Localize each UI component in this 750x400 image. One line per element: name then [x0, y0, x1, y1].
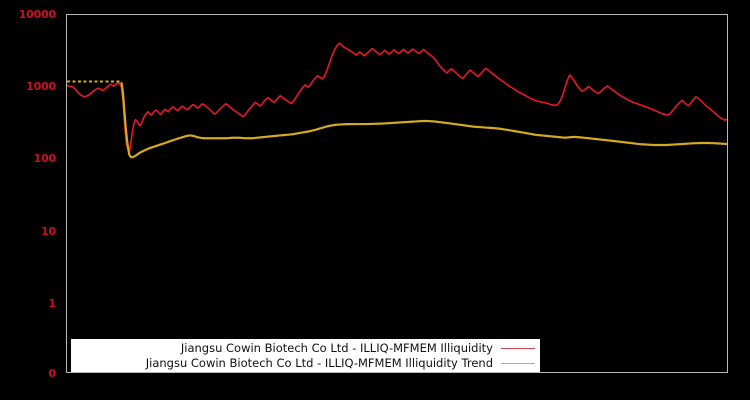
legend-swatch-illiquidity-trend	[501, 358, 535, 369]
y-tick-label-10000: 10000	[18, 8, 56, 21]
chart-canvas	[67, 42, 727, 159]
y-tick-label-10: 10	[41, 225, 56, 238]
y-tick-label-100: 100	[33, 152, 57, 165]
series-line-trend-dotted	[67, 80, 122, 84]
chart-legend: Jiangsu Cowin Biotech Co Ltd - ILLIQ-MFM…	[71, 339, 540, 372]
series-line-illiquidity	[67, 42, 727, 154]
y-tick-label-1: 1	[48, 297, 57, 310]
legend-swatch-illiquidity	[501, 343, 535, 354]
legend-item-illiquidity: Jiangsu Cowin Biotech Co Ltd - ILLIQ-MFM…	[72, 341, 539, 356]
legend-item-illiquidity-trend: Jiangsu Cowin Biotech Co Ltd - ILLIQ-MFM…	[72, 356, 539, 371]
y-tick-label-0: 0	[48, 367, 57, 380]
legend-label-illiquidity: Jiangsu Cowin Biotech Co Ltd - ILLIQ-MFM…	[180, 341, 493, 355]
plot-area	[66, 14, 728, 373]
series-line-trend	[120, 82, 727, 159]
y-tick-label-1000: 1000	[26, 80, 56, 93]
legend-label-illiquidity-trend: Jiangsu Cowin Biotech Co Ltd - ILLIQ-MFM…	[145, 356, 493, 370]
